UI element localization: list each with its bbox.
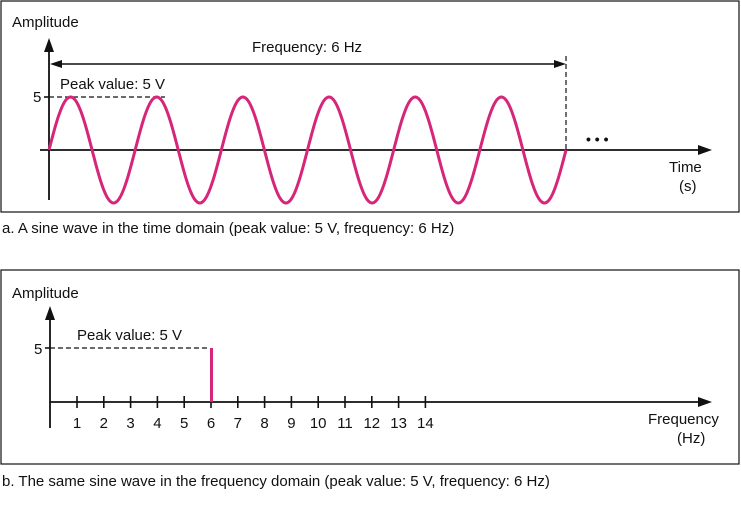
freq-x-tick-label: 5 [180,415,188,432]
freq-x-tick-label: 3 [126,415,134,432]
freq-x-tick-label: 6 [207,415,215,432]
time-y-axis-label: Amplitude [12,14,79,31]
freq-x-tick-label: 12 [363,415,380,432]
sine-wave-curve [47,95,568,205]
frequency-span-label: Frequency: 6 Hz [252,39,362,56]
freq-y-tick-label-5: 5 [34,341,42,358]
frequency-domain-panel: Amplitude Frequency (Hz) 5 Peak value: 5… [0,269,740,465]
time-peak-label: Peak value: 5 V [60,76,165,93]
freq-x-axis-arrowhead [698,397,712,407]
time-domain-caption: a. A sine wave in the time domain (peak … [2,220,454,237]
time-y-tick-label-5: 5 [33,89,41,106]
time-x-axis-label: Time [669,159,702,176]
time-x-axis-arrowhead [698,145,712,155]
freq-x-ticks: 1 2 3 4 5 6 7 8 9 10 11 12 13 14 [73,396,434,432]
time-x-axis-unit: (s) [679,178,697,195]
time-domain-panel: Amplitude Time (s) 5 Peak value: 5 V Fre… [0,0,740,213]
freq-x-tick-label: 14 [417,415,434,432]
frequency-span-right-arrowhead [554,60,566,68]
freq-x-tick-label: 13 [390,415,407,432]
freq-x-tick-label: 11 [337,415,353,432]
time-y-axis-arrowhead [44,38,54,52]
freq-x-tick-label: 1 [73,415,81,432]
freq-y-axis-arrowhead [45,306,55,320]
freq-y-axis-label: Amplitude [12,285,79,302]
time-panel-frame [0,0,740,213]
freq-x-tick-label: 4 [153,415,161,432]
freq-x-tick-label: 2 [100,415,108,432]
freq-panel-frame [0,269,740,465]
freq-x-tick-label: 10 [310,415,327,432]
frequency-span-left-arrowhead [50,60,62,68]
freq-x-tick-label: 7 [234,415,242,432]
freq-x-tick-label: 8 [260,415,268,432]
freq-peak-label: Peak value: 5 V [77,327,182,344]
continuation-dots: • • • [586,131,609,147]
frequency-domain-caption: b. The same sine wave in the frequency d… [2,473,550,490]
freq-x-axis-unit: (Hz) [677,430,705,447]
freq-x-tick-label: 9 [287,415,295,432]
freq-x-axis-label: Frequency [648,411,719,428]
